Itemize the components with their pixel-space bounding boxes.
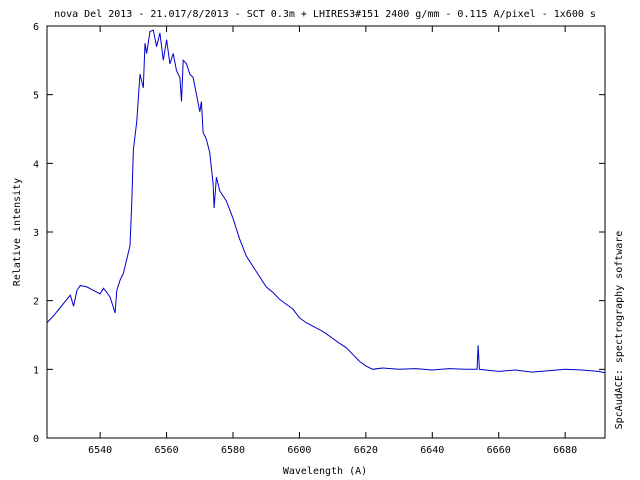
x-tick-label: 6580 [221, 445, 245, 456]
software-credit-label: SpcAudACE: spectrography software [614, 231, 625, 430]
x-tick-label: 6640 [420, 445, 444, 456]
x-tick-label: 6680 [553, 445, 577, 456]
spectrum-line [46, 29, 606, 374]
x-tick-label: 6560 [155, 445, 179, 456]
x-tick-label: 6620 [354, 445, 378, 456]
y-tick-label: 1 [33, 365, 39, 376]
y-tick-label: 5 [33, 91, 39, 102]
x-axis-label: Wavelength (A) [283, 466, 367, 477]
y-tick-label: 2 [33, 297, 39, 308]
y-tick-label: 3 [33, 228, 39, 239]
chart-title: nova Del 2013 - 21.017/8/2013 - SCT 0.3m… [54, 9, 596, 20]
x-tick-label: 6540 [88, 445, 112, 456]
y-tick-label: 0 [33, 434, 39, 445]
y-tick-label: 4 [33, 159, 39, 170]
y-axis: 0 1 2 3 4 5 6 [33, 22, 605, 445]
x-tick-label: 6600 [287, 445, 311, 456]
y-axis-label: Relative intensity [12, 178, 23, 286]
x-tick-label: 6660 [487, 445, 511, 456]
x-axis: 6540 6560 6580 6600 6620 6640 6660 6680 [88, 26, 577, 456]
y-tick-label: 6 [33, 22, 39, 33]
